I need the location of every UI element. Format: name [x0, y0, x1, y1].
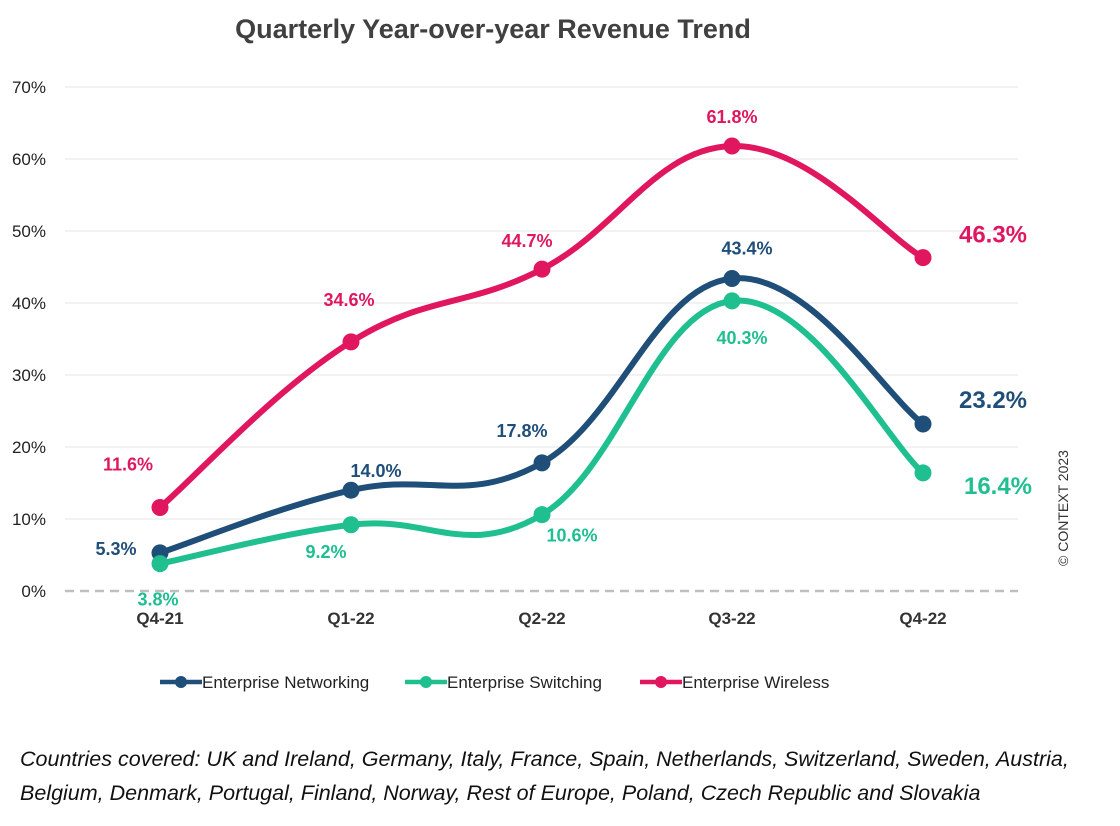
series-line-networking [157, 275, 926, 556]
series-points [151, 137, 932, 573]
point-networking [342, 481, 360, 499]
data-label-networking: 23.2% [959, 387, 1027, 414]
x-tick-label: Q4-21 [136, 609, 183, 628]
y-tick-label: 10% [12, 510, 46, 529]
data-label-wireless: 34.6% [323, 290, 374, 310]
data-label-networking: 43.4% [721, 239, 772, 259]
point-wireless [914, 249, 932, 267]
x-tick-label: Q4-22 [899, 609, 946, 628]
data-label-switching: 16.4% [964, 473, 1032, 500]
data-label-switching: 3.8% [137, 590, 178, 610]
x-tick-label: Q3-22 [708, 609, 755, 628]
series-line-switching [157, 297, 926, 567]
y-tick-label: 50% [12, 222, 46, 241]
point-wireless [342, 333, 360, 351]
line-chart: Quarterly Year-over-year Revenue Trend 0… [12, 14, 1071, 692]
legend: Enterprise Networking Enterprise Switchin… [160, 673, 829, 692]
countries-footnote: Countries covered: UK and Ireland, Germa… [20, 747, 1069, 805]
series-lines [157, 143, 926, 567]
point-networking [533, 454, 551, 472]
legend-marker-switching [420, 676, 432, 688]
point-networking [723, 270, 741, 288]
copyright-note: © CONTEXT 2023 [1055, 450, 1071, 566]
point-switching [151, 555, 169, 573]
point-switching [342, 516, 360, 534]
data-label-switching: 40.3% [716, 328, 767, 348]
point-networking [914, 415, 932, 433]
data-label-wireless: 46.3% [959, 222, 1027, 249]
data-label-networking: 14.0% [350, 461, 401, 481]
legend-label-networking: Enterprise Networking [202, 673, 369, 692]
y-tick-label: 60% [12, 150, 46, 169]
point-switching [533, 506, 551, 524]
data-label-wireless: 11.6% [103, 454, 153, 474]
x-tick-label: Q1-22 [327, 609, 374, 628]
data-label-switching: 9.2% [305, 542, 346, 562]
legend-label-switching: Enterprise Switching [447, 673, 602, 692]
data-label-wireless: 44.7% [501, 231, 552, 251]
y-tick-label: 0% [21, 582, 46, 601]
point-wireless [723, 137, 741, 155]
chart-title: Quarterly Year-over-year Revenue Trend [235, 14, 751, 44]
y-axis-ticks: 0% 10% 20% 30% 40% 50% 60% 70% [12, 78, 46, 601]
legend-label-wireless: Enterprise Wireless [682, 673, 829, 692]
gridlines [65, 86, 1018, 593]
data-labels: 5.3% 14.0% 17.8% 43.4% 23.2% 3.8% 9.2% 10.6% 40.… [95, 107, 1032, 610]
y-tick-label: 30% [12, 366, 46, 385]
point-wireless [151, 498, 169, 516]
series-line-wireless [157, 143, 926, 511]
data-label-networking: 5.3% [95, 539, 136, 559]
data-label-networking: 17.8% [496, 421, 547, 441]
legend-marker-wireless [655, 676, 667, 688]
y-tick-label: 40% [12, 294, 46, 313]
legend-marker-networking [175, 676, 187, 688]
y-tick-label: 70% [12, 78, 46, 97]
y-tick-label: 20% [12, 438, 46, 457]
x-axis-ticks: Q4-21 Q1-22 Q2-22 Q3-22 Q4-22 [136, 609, 946, 628]
point-switching [723, 292, 741, 310]
data-label-wireless: 61.8% [706, 107, 757, 127]
point-switching [914, 464, 932, 482]
data-label-switching: 10.6% [546, 526, 597, 546]
point-wireless [533, 260, 551, 278]
x-tick-label: Q2-22 [518, 609, 565, 628]
